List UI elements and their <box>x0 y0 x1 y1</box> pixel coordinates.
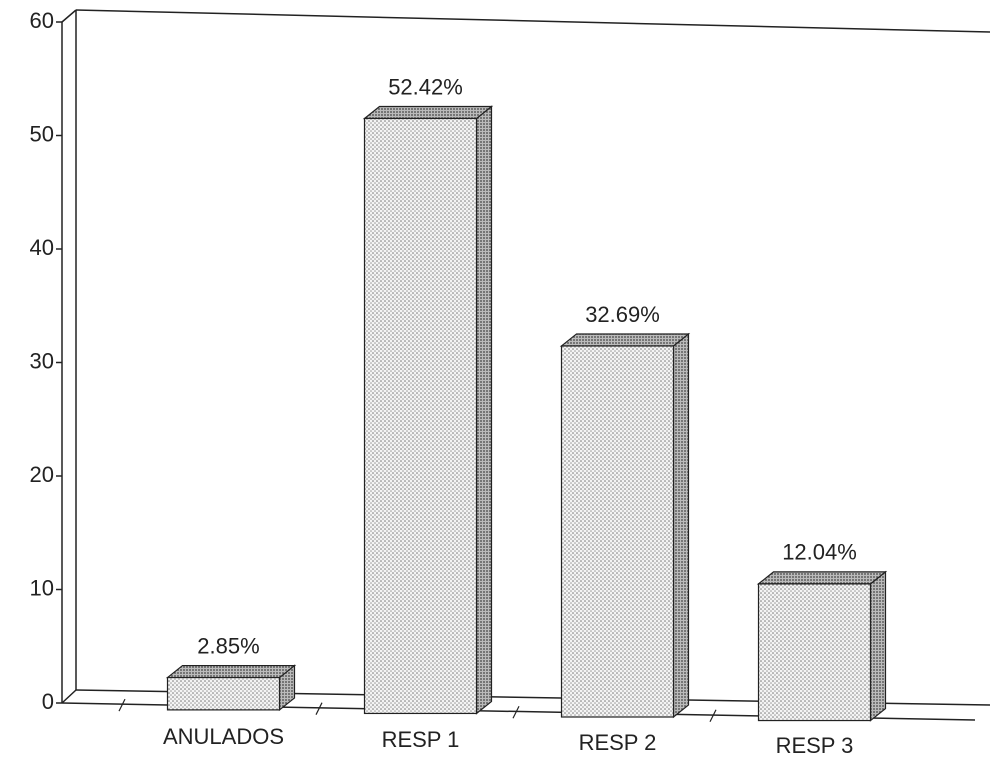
y-tick-label: 40 <box>30 235 54 260</box>
x-tick <box>709 709 717 723</box>
wall-edge <box>61 9 77 23</box>
bar-side <box>475 105 493 715</box>
bar-top <box>362 105 494 120</box>
bar-top <box>756 571 888 585</box>
y-tick-label: 30 <box>30 348 54 373</box>
bar <box>560 345 675 718</box>
floor-edge <box>61 689 77 704</box>
x-tick-label: RESP 3 <box>776 733 854 758</box>
bar-top <box>559 333 691 347</box>
value-label: 12.04% <box>782 540 857 565</box>
x-tick <box>118 698 126 712</box>
y-tick-label: 20 <box>30 462 54 487</box>
x-tick <box>315 702 323 715</box>
value-label: 2.85% <box>197 633 259 658</box>
bar <box>166 676 281 711</box>
bar-side <box>672 332 690 719</box>
wall-top <box>75 9 990 33</box>
bar <box>363 117 478 715</box>
bar-top <box>165 664 297 679</box>
bar-side <box>869 570 887 722</box>
y-tick-label: 10 <box>30 575 54 600</box>
x-tick-label: RESP 1 <box>382 727 460 752</box>
value-label: 32.69% <box>585 302 660 327</box>
x-tick <box>512 705 520 719</box>
y-tick-label: 50 <box>30 121 54 146</box>
x-tick-label: RESP 2 <box>579 730 657 755</box>
y-tick-label: 60 <box>30 8 54 33</box>
y-tick-label: 0 <box>42 689 54 714</box>
x-tick-label: ANULADOS <box>163 724 284 749</box>
value-label: 52.42% <box>388 74 463 99</box>
bar <box>757 583 872 722</box>
